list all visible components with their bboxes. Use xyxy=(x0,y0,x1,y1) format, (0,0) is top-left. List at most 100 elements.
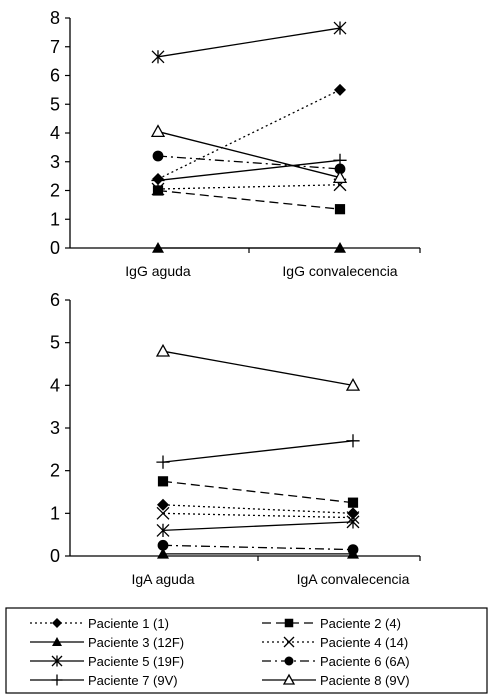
igg-series-line xyxy=(157,184,341,190)
legend-label: Paciente 1 (1) xyxy=(88,616,169,631)
iga-y-tick-label: 3 xyxy=(50,418,60,438)
legend-marker xyxy=(283,636,295,648)
iga-series-line xyxy=(162,350,354,386)
igg-y-tick-label: 6 xyxy=(50,66,60,86)
iga-series-4 xyxy=(156,506,360,525)
iga-data-point xyxy=(156,523,170,537)
iga-y-tick-label: 1 xyxy=(50,503,60,523)
iga-y-tick-label: 5 xyxy=(50,333,60,353)
igg-category-label: IgG convalecencia xyxy=(282,263,397,279)
legend-label: Paciente 2 (4) xyxy=(320,616,401,631)
igg-series-line xyxy=(157,159,341,182)
igg-data-point xyxy=(152,150,164,162)
legend-label: Paciente 8 (9V) xyxy=(320,673,410,688)
iga-data-point xyxy=(156,506,170,520)
iga-data-point xyxy=(156,455,170,469)
legend-item: Paciente 3 (12F) xyxy=(30,635,184,650)
legend-marker xyxy=(52,637,62,646)
legend-label: Paciente 3 (12F) xyxy=(88,635,184,650)
igg-data-point xyxy=(334,83,346,96)
legend-marker xyxy=(51,674,63,686)
igg-y-tick-label: 8 xyxy=(50,8,60,28)
igg-series-8 xyxy=(150,124,348,184)
legend-label: Paciente 7 (9V) xyxy=(88,673,178,688)
igg-series-2 xyxy=(152,185,346,215)
iga-series-line xyxy=(162,512,354,519)
iga-series-2 xyxy=(157,476,359,508)
igg-series-4 xyxy=(151,178,347,196)
igg-y-tick-label: 2 xyxy=(50,181,60,201)
iga-y-tick-label: 4 xyxy=(50,375,60,395)
legend-item: Paciente 6 (6A) xyxy=(262,654,410,669)
igg-series-7 xyxy=(151,153,347,188)
iga-category-label: IgA aguda xyxy=(131,571,194,587)
iga-data-point xyxy=(347,497,359,508)
igg-series-line xyxy=(157,155,341,170)
igg-series-line xyxy=(157,89,341,180)
igg-data-point xyxy=(333,153,347,167)
igg-data-point xyxy=(334,204,346,215)
iga-series-line xyxy=(162,480,354,504)
iga-data-point xyxy=(347,507,359,520)
iga-data-point xyxy=(157,498,169,511)
legend-box xyxy=(5,607,488,694)
iga-data-point xyxy=(157,539,169,551)
igg-y-tick-label: 3 xyxy=(50,152,60,172)
legend-marker xyxy=(284,656,294,666)
legend-marker xyxy=(51,655,63,667)
iga-series-line xyxy=(162,521,354,532)
legend-item: Paciente 5 (19F) xyxy=(30,654,184,669)
igg-data-point xyxy=(333,21,347,35)
iga-y-tick-label: 2 xyxy=(50,461,60,481)
igg-series-6 xyxy=(152,150,346,175)
iga-category-label: IgA convalecencia xyxy=(297,571,410,587)
iga-series-line xyxy=(162,504,354,514)
iga-y-tick-label: 0 xyxy=(50,546,60,566)
iga-data-point xyxy=(157,547,169,559)
igg-series-3 xyxy=(152,242,346,253)
iga-data-point xyxy=(347,544,359,555)
legend-label: Paciente 4 (14) xyxy=(320,635,408,650)
legend-item: Paciente 4 (14) xyxy=(262,635,408,650)
igg-series-line xyxy=(157,27,341,58)
igg-data-point xyxy=(152,242,164,253)
igg-series-5 xyxy=(151,21,347,64)
igg-series-line xyxy=(157,189,341,210)
iga-series-7 xyxy=(156,434,360,469)
iga-series-8 xyxy=(155,343,361,391)
iga-data-point xyxy=(346,515,360,529)
igg-data-point xyxy=(151,182,165,196)
igg-series-line xyxy=(157,130,341,179)
igg-data-point xyxy=(151,173,165,188)
igg-category-label: IgG aguda xyxy=(125,263,191,279)
igg-data-point xyxy=(151,50,165,64)
iga-data-point xyxy=(155,343,171,357)
igg-y-tick-label: 5 xyxy=(50,94,60,114)
iga-data-point xyxy=(157,476,169,487)
igg-y-tick-label: 0 xyxy=(50,238,60,258)
igg-y-tick-label: 4 xyxy=(50,123,60,143)
legend-item: Paciente 2 (4) xyxy=(262,616,401,631)
legend-marker xyxy=(52,618,62,628)
igg-data-point xyxy=(334,163,346,175)
legend: Paciente 1 (1) Paciente 2 (4) Paciente 3 (… xyxy=(5,607,488,694)
igg-y-tick-label: 1 xyxy=(50,209,60,229)
igg-chart: 0 1 2 3 4 5 6 7 8 IgG aguda IgG convalecencia xyxy=(50,8,421,279)
iga-data-point xyxy=(345,377,361,391)
igg-data-point xyxy=(152,185,164,196)
iga-y-tick-label: 6 xyxy=(50,290,60,310)
iga-data-point xyxy=(346,434,360,448)
iga-series-6 xyxy=(157,539,359,555)
igg-y-tick-label: 7 xyxy=(50,37,60,57)
legend-marker xyxy=(282,673,296,685)
legend-label: Paciente 6 (6A) xyxy=(320,654,410,669)
legend-item: Paciente 7 (9V) xyxy=(30,673,178,688)
igg-data-point xyxy=(334,242,346,253)
legend-marker xyxy=(284,618,294,628)
iga-series-line xyxy=(162,440,354,463)
igg-data-point xyxy=(150,124,166,138)
legend-item: Paciente 1 (1) xyxy=(30,616,169,631)
iga-series-1 xyxy=(157,498,359,520)
legend-item: Paciente 8 (9V) xyxy=(262,673,410,688)
